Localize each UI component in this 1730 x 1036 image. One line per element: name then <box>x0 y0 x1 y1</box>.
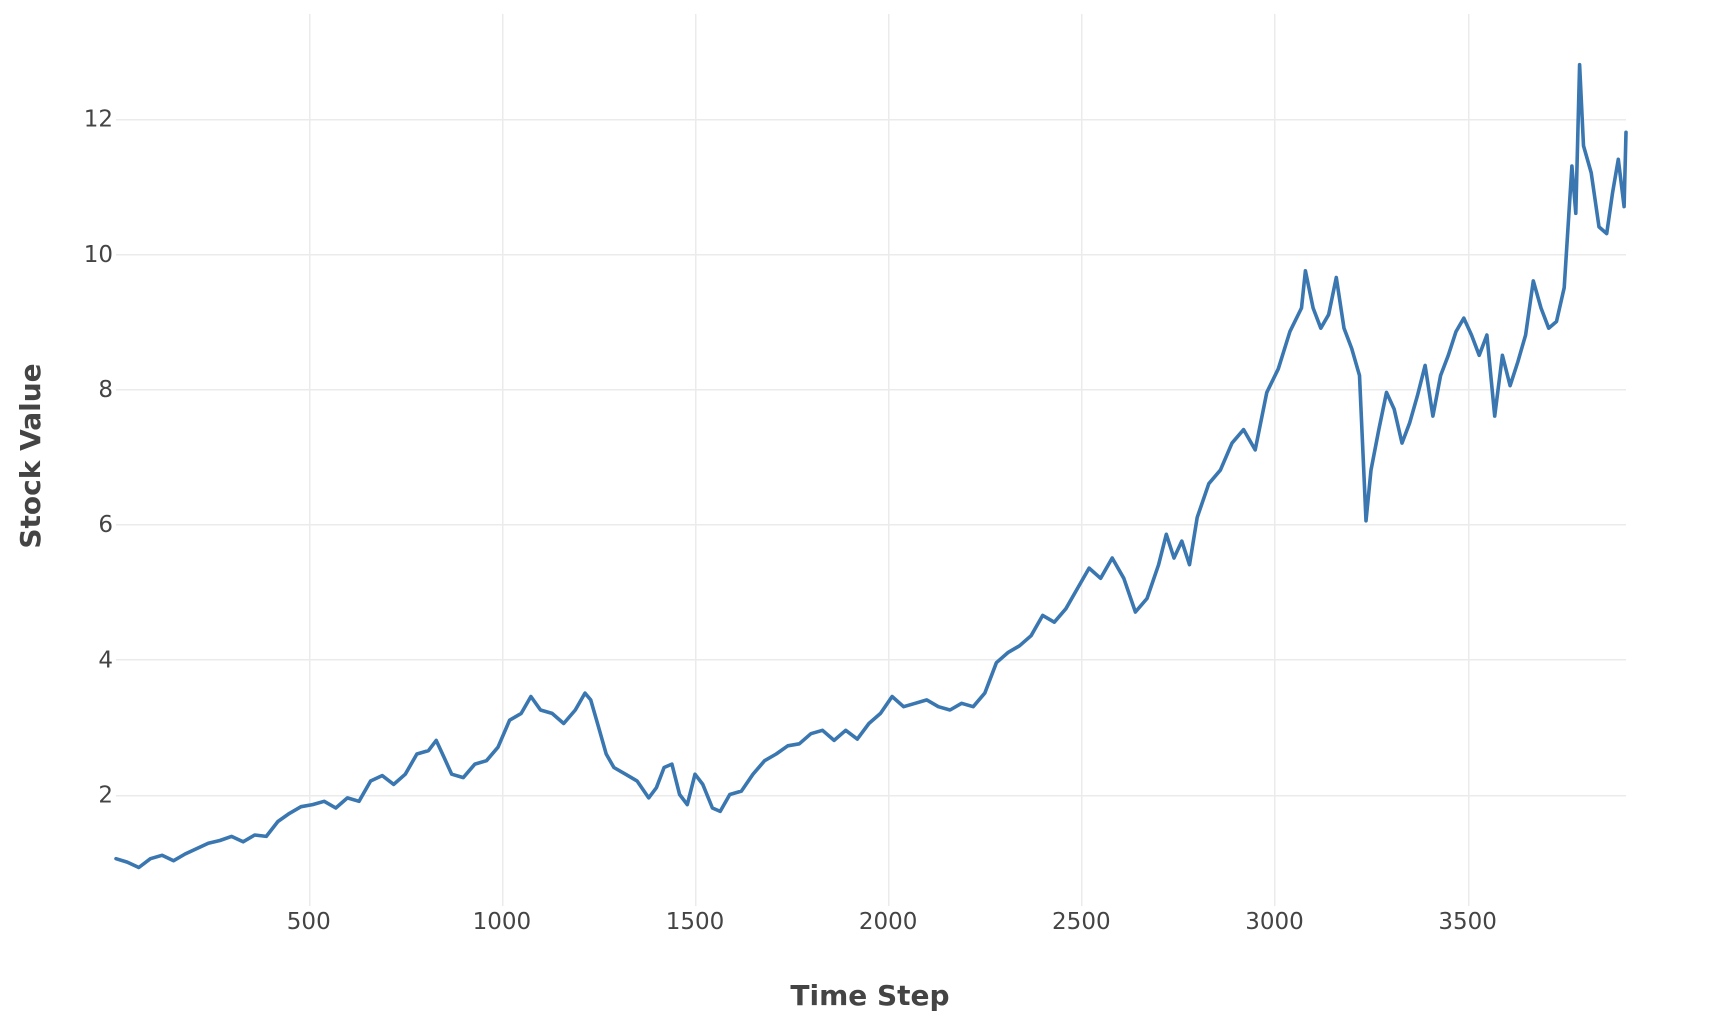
y-tick-label: 8 <box>98 377 113 403</box>
x-axis-title: Time Step <box>790 979 949 1012</box>
y-tick-label: 10 <box>84 242 113 268</box>
x-tick-label: 2500 <box>1052 909 1111 935</box>
x-tick-label: 1500 <box>666 909 725 935</box>
series-line <box>114 62 1628 870</box>
y-tick-label: 4 <box>98 647 113 673</box>
chart-series-group <box>114 62 1628 870</box>
y-tick-label: 2 <box>98 783 113 809</box>
x-tick-label: 500 <box>287 909 331 935</box>
x-tick-label: 2000 <box>859 909 918 935</box>
x-tick-label: 3000 <box>1245 909 1304 935</box>
x-tick-label: 3500 <box>1438 909 1497 935</box>
y-axis-ticks: 2 4 6 8 10 12 <box>84 107 113 809</box>
x-tick-label: 1000 <box>473 909 532 935</box>
x-axis-ticks: 500 1000 1500 2000 2500 3000 3500 <box>287 909 1497 935</box>
y-tick-label: 12 <box>84 107 113 133</box>
y-axis-title: Stock Value <box>14 363 47 548</box>
y-tick-label: 6 <box>98 512 113 538</box>
chart-gridlines <box>116 14 1626 906</box>
